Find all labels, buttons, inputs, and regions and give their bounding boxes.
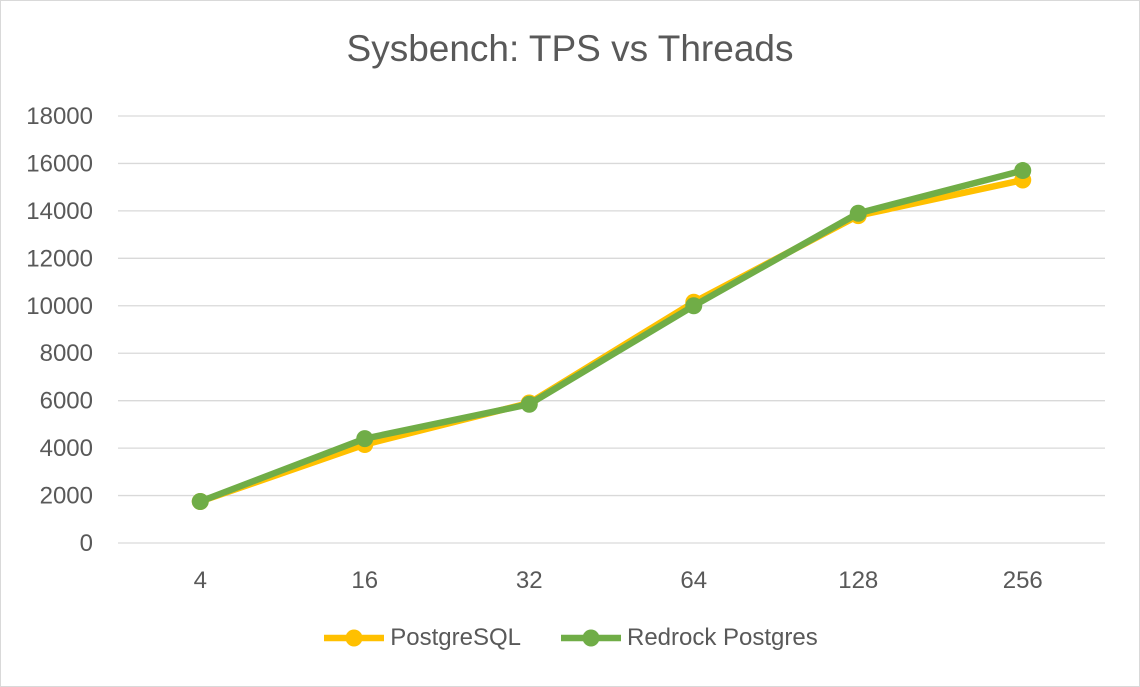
data-point: [849, 204, 867, 222]
x-tick-label: 32: [516, 567, 543, 594]
series-1: [191, 162, 1032, 510]
legend-swatch: [324, 629, 385, 647]
y-tick-label: 0: [80, 530, 93, 557]
y-tick-label: 16000: [26, 150, 93, 177]
legend-label: Redrock Postgres: [626, 624, 818, 651]
y-tick-label: 8000: [40, 340, 93, 367]
y-tick-label: 6000: [40, 388, 93, 415]
x-tick-label: 256: [1003, 567, 1043, 594]
legend-item-1: Redrock Postgres: [559, 624, 818, 652]
x-tick-label: 64: [680, 567, 707, 594]
series-line: [197, 167, 1026, 505]
legend-label: PostgreSQL: [390, 624, 521, 651]
legend: PostgreSQL Redrock Postgres: [0, 624, 1140, 652]
y-tick-label: 10000: [26, 293, 93, 320]
y-tick-label: 2000: [40, 483, 93, 510]
data-point: [356, 430, 374, 448]
data-point: [520, 395, 538, 413]
legend-swatch: [560, 629, 621, 647]
y-tick-label: 12000: [26, 245, 93, 272]
x-tick-label: 16: [351, 567, 378, 594]
x-tick-label: 128: [838, 567, 878, 594]
y-tick-label: 18000: [26, 103, 93, 130]
data-point: [191, 492, 209, 510]
x-tick-label: 4: [194, 567, 207, 594]
chart-title: Sysbench: TPS vs Threads: [346, 28, 794, 69]
y-tick-label: 14000: [26, 198, 93, 225]
data-point: [1014, 162, 1032, 180]
legend-item-0: PostgreSQL: [322, 624, 521, 652]
y-tick-label: 4000: [40, 435, 93, 462]
data-point: [685, 297, 703, 315]
